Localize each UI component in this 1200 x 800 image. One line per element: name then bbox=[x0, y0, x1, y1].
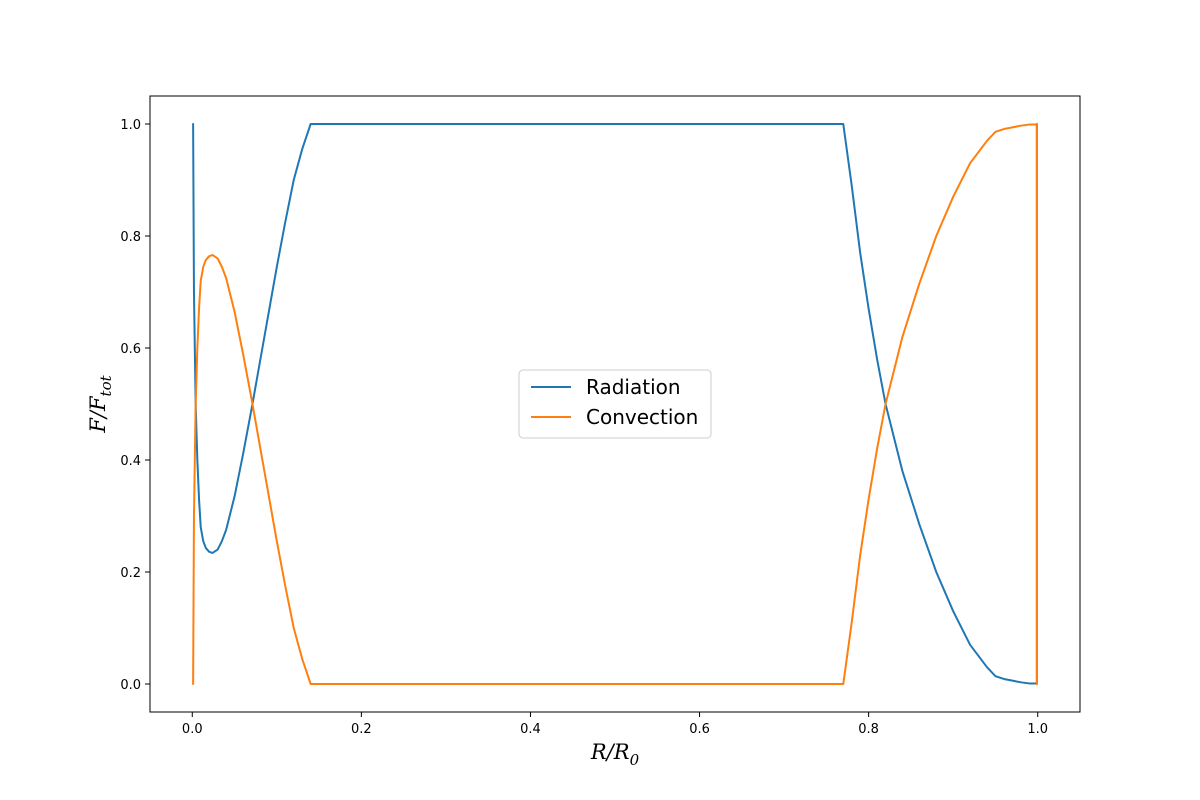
y-axis: 0.0 0.2 0.4 0.6 0.8 1.0 bbox=[120, 118, 150, 693]
y-tick-label: 0.2 bbox=[120, 566, 141, 581]
legend-label-convection: Convection bbox=[586, 405, 698, 429]
x-axis-label-subscript: 0 bbox=[630, 751, 640, 769]
y-tick-label: 0.4 bbox=[120, 454, 141, 469]
plot-frame bbox=[149, 95, 1081, 713]
y-tick-label: 0.6 bbox=[120, 342, 141, 357]
x-tick-label: 0.4 bbox=[520, 722, 541, 737]
series-line-radiation bbox=[192, 123, 1038, 685]
series-line-convection bbox=[192, 123, 1038, 685]
series-layer bbox=[192, 123, 1038, 685]
y-tick-label: 0.8 bbox=[120, 230, 141, 245]
y-axis-label: F/Ftot bbox=[86, 374, 115, 433]
x-tick-label: 0.6 bbox=[689, 722, 710, 737]
x-axis: 0.0 0.2 0.4 0.6 0.8 1.0 bbox=[182, 712, 1048, 737]
x-tick-label: 0.0 bbox=[182, 722, 203, 737]
x-tick-label: 0.8 bbox=[858, 722, 879, 737]
y-axis-label-subscript: tot bbox=[97, 374, 115, 396]
x-tick-label: 0.2 bbox=[351, 722, 372, 737]
y-tick-label: 0.0 bbox=[120, 678, 141, 693]
y-tick-label: 1.0 bbox=[120, 118, 141, 133]
legend-label-radiation: Radiation bbox=[586, 375, 681, 399]
legend: Radiation Convection bbox=[518, 369, 712, 439]
x-axis-label: R/R0 bbox=[590, 740, 640, 769]
x-tick-label: 1.0 bbox=[1027, 722, 1048, 737]
